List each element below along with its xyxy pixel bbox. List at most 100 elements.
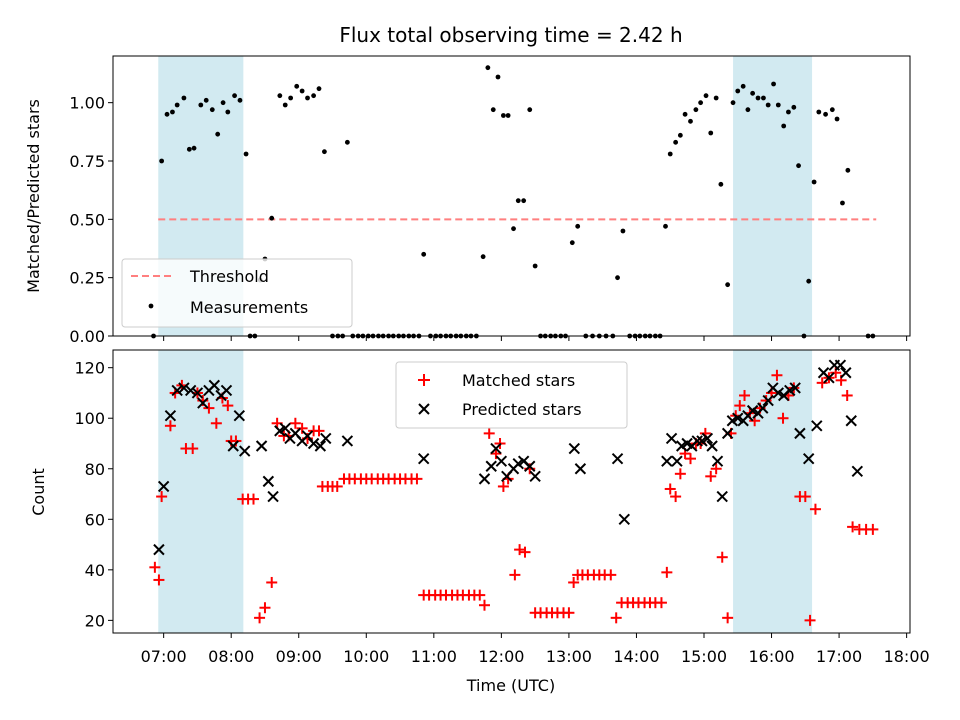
predicted-star-point	[529, 470, 541, 483]
matched-star-point	[478, 599, 490, 611]
matched-star-point	[739, 389, 751, 401]
measurement-point	[209, 107, 215, 113]
predicted-star-point	[706, 440, 718, 452]
measurement-point	[745, 107, 751, 113]
measurement-point	[620, 228, 626, 234]
predicted-star-point	[314, 440, 327, 452]
measurement-point	[421, 251, 427, 257]
predicted-star-point	[574, 463, 587, 475]
bottom-y-tick-label: 100	[74, 409, 105, 428]
measurement-point	[282, 102, 288, 108]
predicted-star-point	[794, 427, 806, 440]
measurement-point	[755, 95, 761, 101]
predicted-star-stroke-b	[618, 513, 631, 526]
predicted-star-point	[197, 397, 209, 409]
measurement-point	[718, 181, 724, 187]
predicted-star-point	[691, 435, 703, 447]
predicted-star-stroke-b	[811, 420, 823, 432]
predicted-star-point	[157, 480, 170, 493]
predicted-star-stroke-b	[767, 382, 779, 394]
predicted-star-stroke-b	[529, 470, 541, 483]
predicted-star-stroke-b	[706, 440, 718, 452]
measurement-point	[288, 95, 294, 101]
predicted-star-point	[478, 473, 491, 485]
predicted-star-point	[227, 440, 239, 452]
measurement-point	[490, 107, 496, 113]
top-y-tick-label: 0.25	[69, 269, 105, 288]
measurement-point	[237, 97, 243, 103]
matched-star-point	[816, 377, 828, 389]
top-legend-box	[121, 258, 353, 328]
bottom-x-tick-label: 17:00	[816, 647, 862, 666]
measurement-point	[480, 254, 486, 260]
matched-star-point	[670, 491, 682, 503]
predicted-star-stroke-b	[307, 437, 320, 450]
predicted-star-point	[762, 394, 774, 407]
matched-star-point	[664, 483, 676, 495]
measurement-point	[688, 118, 693, 124]
predicted-star-stroke-b	[184, 384, 197, 397]
predicted-star-point	[840, 367, 852, 379]
measurement-point	[811, 179, 817, 185]
predicted-star-point	[301, 430, 314, 442]
matched-star-point	[411, 473, 423, 485]
matched-star-point	[509, 569, 521, 581]
measurement-point	[174, 102, 180, 108]
measurement-point	[294, 83, 300, 89]
measurement-point	[316, 86, 322, 92]
measurement-point	[786, 109, 791, 115]
predicted-star-point	[320, 432, 332, 445]
measurement-point	[725, 282, 731, 288]
top-x-ticks	[163, 336, 908, 341]
measurement-point	[845, 167, 851, 173]
predicted-star-stroke-b	[478, 473, 491, 485]
measurement-point	[677, 132, 683, 138]
predicted-star-point	[811, 420, 823, 432]
matched-star-point	[164, 420, 176, 432]
bottom-x-tick-label: 09:00	[276, 647, 322, 666]
measurement-point	[215, 131, 221, 137]
predicted-star-stroke-b	[661, 455, 673, 467]
legend-matched-label: Matched stars	[462, 371, 575, 390]
measurement-point	[269, 215, 275, 221]
predicted-star-point	[618, 513, 631, 526]
measurement-point	[511, 226, 516, 232]
predicted-star-stroke-b	[289, 427, 302, 440]
predicted-star-point	[802, 452, 815, 465]
predicted-star-stroke-b	[279, 422, 291, 435]
predicted-star-point	[757, 402, 769, 414]
bottom-y-tick-label: 20	[85, 611, 105, 630]
measurement-point	[823, 111, 828, 117]
predicted-star-point	[823, 372, 835, 384]
predicted-star-stroke-b	[524, 460, 536, 472]
predicted-star-stroke-b	[721, 427, 734, 440]
predicted-star-stroke-b	[794, 427, 806, 440]
predicted-star-point	[524, 460, 536, 472]
bottom-axes-frame	[112, 349, 911, 634]
measurement-point	[761, 95, 766, 101]
predicted-star-point	[279, 422, 291, 435]
predicted-star-stroke-b	[681, 437, 693, 450]
predicted-star-stroke-b	[762, 394, 774, 407]
top-panel: 0.00 0.25 0.50 0.75 1.00 Matched/Predicted s…	[24, 55, 911, 346]
predicted-star-stroke-b	[197, 397, 209, 409]
legend-threshold-label: Threshold	[189, 267, 269, 286]
measurement-point	[305, 95, 310, 101]
matched-star-point	[259, 602, 271, 614]
predicted-star-point	[661, 455, 673, 467]
measurement-point	[532, 263, 538, 269]
predicted-star-point	[191, 387, 204, 399]
matched-star-point	[331, 480, 343, 492]
predicted-star-point	[220, 384, 233, 397]
predicted-star-stroke-b	[267, 490, 279, 503]
predicted-star-stroke-b	[417, 452, 430, 465]
bottom-x-tick-label: 13:00	[546, 647, 592, 666]
measurement-point	[243, 151, 249, 157]
measurement-point	[698, 100, 704, 106]
measurement-point	[708, 130, 714, 136]
predicted-star-stroke-b	[711, 455, 724, 467]
matched-star-point	[674, 468, 686, 480]
measurement-point	[225, 109, 231, 115]
matched-star-point	[804, 614, 816, 626]
